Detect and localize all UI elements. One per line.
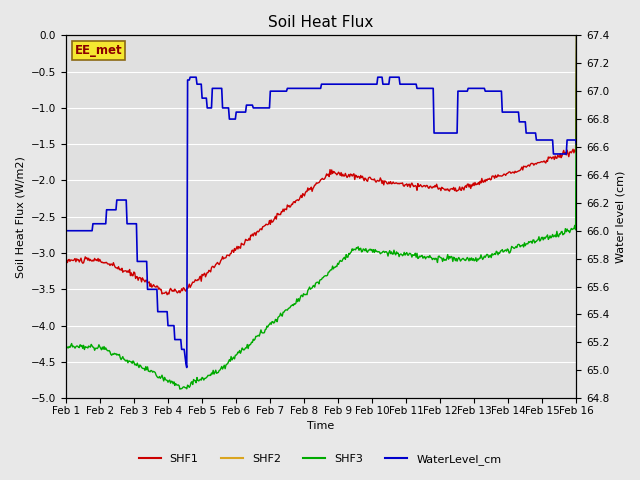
SHF3 bbox=[194, 377, 202, 383]
SHF3 bbox=[447, 253, 455, 259]
Y-axis label: Water level (cm): Water level (cm) bbox=[615, 170, 625, 263]
Line: SHF3: SHF3 bbox=[66, 34, 577, 389]
SHF2 bbox=[293, 33, 301, 38]
SHF1 bbox=[62, 255, 70, 261]
WaterLevel_cm bbox=[62, 228, 70, 234]
WaterLevel_cm bbox=[573, 141, 580, 147]
X-axis label: Time: Time bbox=[307, 421, 335, 432]
SHF3 bbox=[404, 252, 412, 258]
WaterLevel_cm bbox=[404, 81, 412, 87]
Text: EE_met: EE_met bbox=[75, 45, 122, 58]
SHF1 bbox=[194, 276, 202, 282]
Title: Soil Heat Flux: Soil Heat Flux bbox=[268, 15, 374, 30]
WaterLevel_cm bbox=[195, 81, 202, 87]
SHF1 bbox=[364, 179, 371, 184]
SHF2 bbox=[573, 33, 580, 38]
WaterLevel_cm bbox=[152, 287, 160, 292]
Y-axis label: Soil Heat Flux (W/m2): Soil Heat Flux (W/m2) bbox=[15, 156, 25, 278]
WaterLevel_cm bbox=[294, 85, 302, 91]
SHF3 bbox=[573, 31, 580, 37]
Line: SHF1: SHF1 bbox=[66, 33, 577, 295]
SHF3 bbox=[176, 386, 184, 392]
WaterLevel_cm bbox=[365, 81, 372, 87]
SHF3 bbox=[364, 250, 371, 255]
SHF1 bbox=[163, 292, 171, 298]
SHF1 bbox=[573, 30, 580, 36]
SHF3 bbox=[62, 344, 70, 349]
WaterLevel_cm bbox=[448, 130, 456, 136]
SHF1 bbox=[404, 183, 412, 189]
WaterLevel_cm bbox=[186, 74, 194, 80]
SHF2 bbox=[447, 33, 454, 38]
SHF2 bbox=[363, 33, 371, 38]
SHF2 bbox=[152, 33, 160, 38]
SHF3 bbox=[294, 299, 301, 304]
WaterLevel_cm bbox=[183, 365, 191, 371]
SHF1 bbox=[294, 197, 301, 203]
Legend: SHF1, SHF2, SHF3, WaterLevel_cm: SHF1, SHF2, SHF3, WaterLevel_cm bbox=[134, 450, 506, 469]
SHF2 bbox=[193, 33, 201, 38]
SHF1 bbox=[152, 284, 160, 290]
SHF2 bbox=[62, 33, 70, 38]
SHF3 bbox=[152, 372, 160, 378]
SHF1 bbox=[447, 186, 455, 192]
Line: WaterLevel_cm: WaterLevel_cm bbox=[66, 77, 577, 368]
SHF2 bbox=[403, 33, 411, 38]
